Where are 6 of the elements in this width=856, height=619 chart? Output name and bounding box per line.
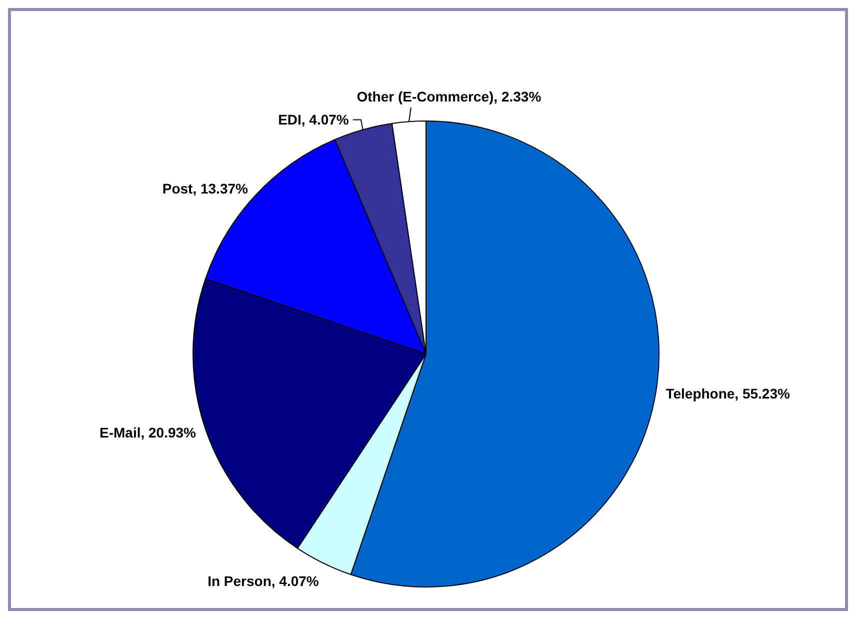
- slice-label: Telephone, 55.23%: [666, 386, 791, 402]
- slice-label: E-Mail, 20.93%: [100, 424, 197, 440]
- slice-label: In Person, 4.07%: [208, 573, 320, 590]
- slice-label: Post, 13.37%: [162, 180, 249, 197]
- slice-label: Other (E-Commerce), 2.33%: [356, 88, 542, 105]
- slice-label: EDI, 4.07%: [278, 112, 350, 128]
